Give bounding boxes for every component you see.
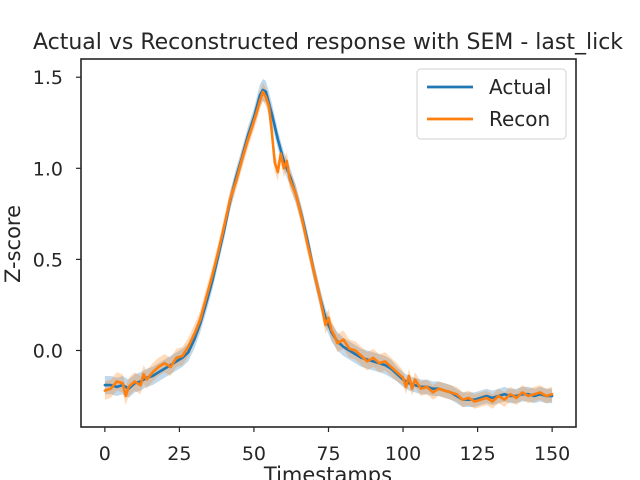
y-tick-label: 0.5 [33,249,63,271]
chart-title: Actual vs Reconstructed response with SE… [33,30,623,55]
plot-area [103,79,554,409]
legend-label-recon: Recon [489,107,550,131]
series-line-recon [103,90,554,403]
y-tick-label: 1.0 [33,158,63,180]
x-tick-label: 150 [534,443,570,465]
y-axis-label: Z-score [1,205,25,283]
x-tick-label: 125 [459,443,495,465]
y-tick-label: 0.0 [33,340,63,362]
x-axis-label: Timestamps [263,463,392,480]
x-tick-label: 0 [99,443,111,465]
x-tick-label: 100 [385,443,421,465]
y-tick-label: 1.5 [33,67,63,89]
axes: 0 25 50 75 100 125 150 0.0 0.5 1.0 1.5 [33,58,577,465]
series-line-actual [103,88,554,402]
x-tick-label: 75 [316,443,340,465]
x-tick-label: 25 [167,443,191,465]
legend-label-actual: Actual [489,75,552,99]
legend: Actual Recon [416,68,567,140]
x-tick-label: 50 [242,443,266,465]
